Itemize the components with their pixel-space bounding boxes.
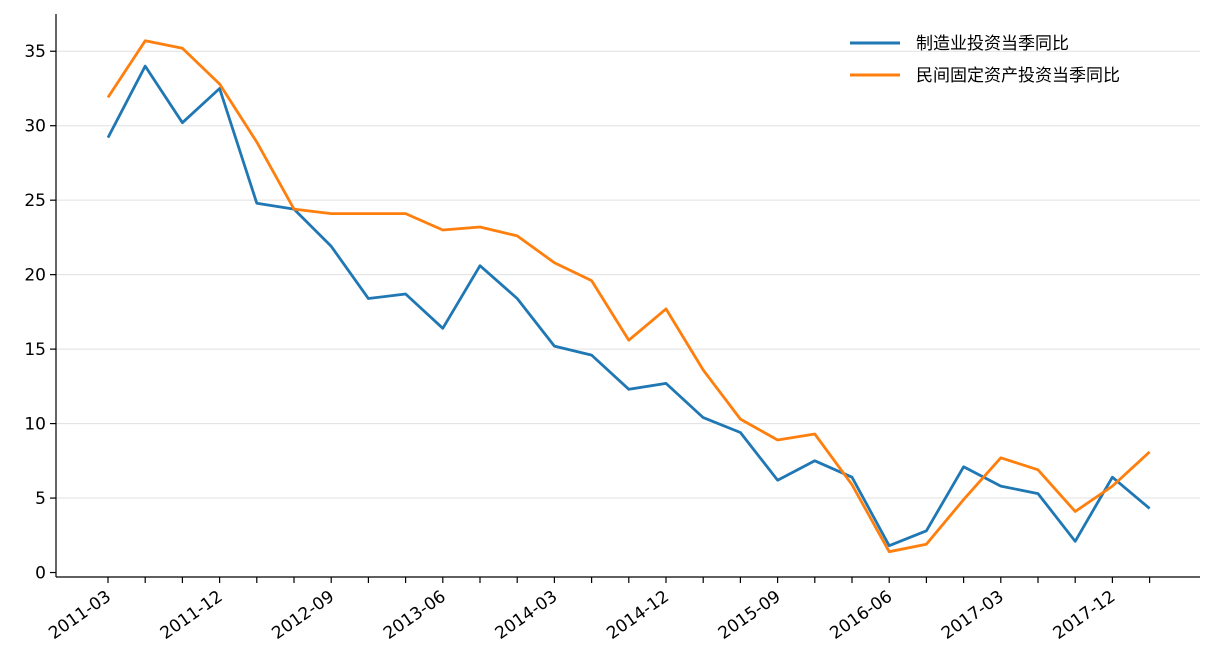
- x-tick-label-2017-03: 2017-03: [938, 587, 1008, 644]
- y-gridlines: [56, 50, 1200, 499]
- y-tick-label-15: 15: [24, 340, 46, 360]
- y-tick-label-25: 25: [24, 191, 46, 211]
- series-line-1: [106, 39, 1151, 554]
- y-axis-ticks: 0 5 10 15 20 25 30 35: [24, 42, 56, 584]
- x-tick-label-2014-12: 2014-12: [603, 587, 673, 644]
- y-tick-label-20: 20: [24, 266, 46, 286]
- x-tick-label-2014-03: 2014-03: [492, 587, 562, 644]
- y-tick-label-35: 35: [24, 42, 46, 62]
- x-tick-label-2017-12: 2017-12: [1050, 587, 1120, 644]
- y-tick-label-0: 0: [35, 564, 46, 584]
- x-tick-label-2013-06: 2013-06: [380, 587, 450, 644]
- legend-label-0: 制造业投资当季同比: [916, 34, 1069, 54]
- x-tick-label-2016-06: 2016-06: [826, 587, 896, 644]
- x-axis-ticks: 2011-03 2011-12 2012-09 2013-06 2014-03 2014-…: [45, 577, 1151, 644]
- series-lines: [106, 39, 1151, 554]
- y-tick-label-10: 10: [24, 415, 46, 435]
- y-tick-label-5: 5: [35, 489, 46, 509]
- x-tick-label-2011-12: 2011-12: [157, 587, 227, 644]
- axes: [55, 14, 1200, 578]
- legend-label-1: 民间固定资产投资当季同比: [916, 66, 1120, 86]
- x-tick-label-2012-09: 2012-09: [268, 587, 338, 644]
- y-tick-label-30: 30: [24, 117, 46, 137]
- x-tick-label-2011-03: 2011-03: [45, 587, 115, 644]
- series-line-0: [106, 64, 1151, 548]
- x-tick-label-2015-09: 2015-09: [715, 587, 785, 644]
